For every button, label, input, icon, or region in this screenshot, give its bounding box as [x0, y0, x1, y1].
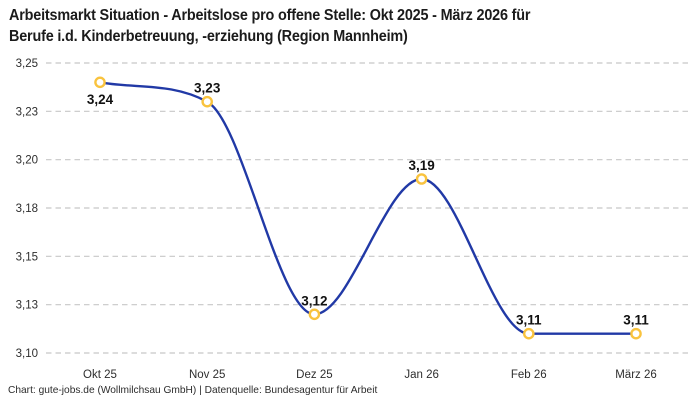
- y-tick-label: 3,13: [16, 300, 38, 312]
- x-tick-label: Okt 25: [83, 369, 117, 381]
- y-tick-label: 3,15: [16, 251, 38, 263]
- data-point-label: 3,19: [408, 158, 434, 173]
- chart-title-line1: Arbeitsmarkt Situation - Arbeitslose pro…: [9, 7, 531, 24]
- data-point-label: 3,23: [194, 81, 221, 96]
- y-tick-label: 3,10: [16, 348, 38, 360]
- chart-title-line2: Berufe i.d. Kinderbetreuung, -erziehung …: [9, 28, 408, 45]
- chart-title: Arbeitsmarkt Situation - Arbeitslose pro…: [9, 5, 697, 47]
- data-point-marker: [308, 308, 321, 321]
- chart-attribution: Chart: gute-jobs.de (Wollmilchsau GmbH) …: [8, 384, 378, 396]
- x-tick-label: März 26: [615, 369, 657, 381]
- y-tick-label: 3,18: [16, 203, 38, 215]
- data-point-marker: [630, 327, 642, 340]
- data-point-label: 3,12: [301, 293, 327, 308]
- data-point-marker: [415, 173, 428, 185]
- data-point-marker: [523, 327, 535, 340]
- x-tick-label: Feb 26: [511, 369, 547, 381]
- x-tick-label: Nov 25: [189, 369, 225, 381]
- data-point-label: 3,11: [623, 313, 649, 328]
- data-point-label: 3,24: [87, 92, 114, 107]
- data-point-marker: [201, 95, 213, 108]
- x-tick-label: Dez 25: [296, 369, 332, 381]
- x-tick-label: Jan 26: [404, 369, 439, 381]
- y-tick-label: 3,23: [16, 106, 38, 118]
- data-point-marker: [94, 76, 106, 89]
- data-point-label: 3,11: [516, 313, 542, 328]
- y-tick-label: 3,20: [16, 155, 38, 167]
- y-tick-label: 3,25: [16, 58, 38, 70]
